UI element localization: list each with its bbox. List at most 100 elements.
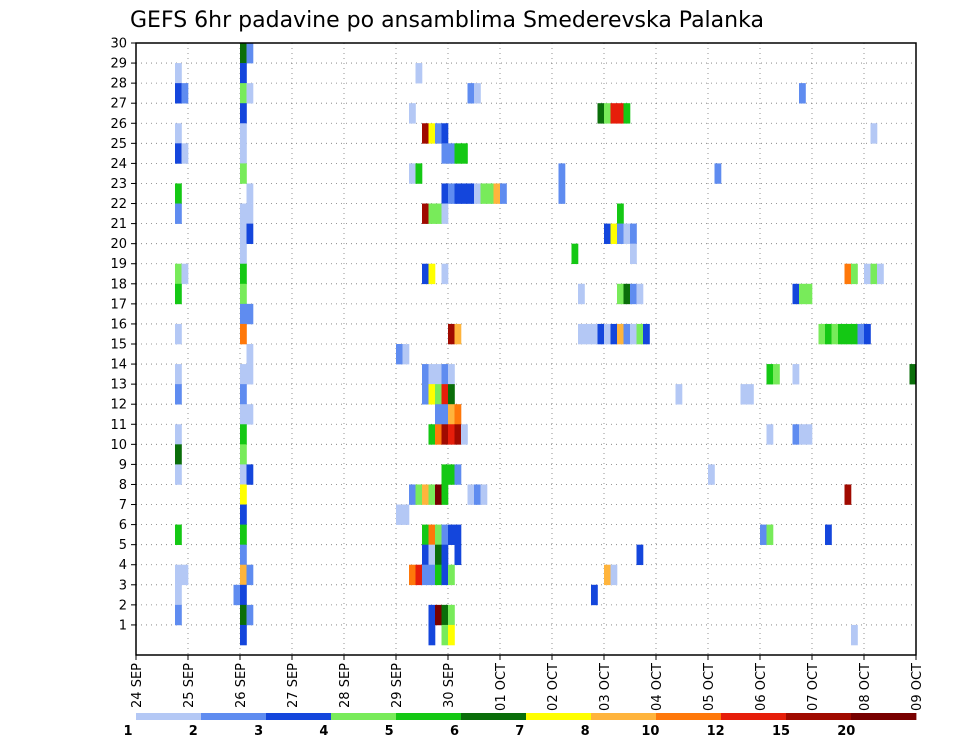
x-tick-label: 02 OCT	[546, 663, 561, 711]
heatmap-cell	[175, 424, 182, 445]
heatmap-cell	[441, 604, 449, 626]
heatmap-cell	[643, 323, 650, 345]
heatmap-cell	[558, 183, 566, 204]
x-tick-label: 24 SEP	[130, 663, 145, 708]
heatmap-cell	[448, 384, 455, 405]
heatmap-cell	[409, 103, 416, 124]
heatmap-cell	[851, 263, 858, 285]
legend-label: 8	[581, 724, 590, 739]
y-tick-label: 19	[110, 257, 127, 272]
heatmap-cell	[474, 183, 481, 204]
heatmap-cell	[240, 103, 247, 124]
heatmap-cell	[448, 624, 455, 646]
heatmap-cell	[441, 123, 449, 144]
heatmap-cell	[246, 43, 254, 64]
heatmap-cell	[610, 564, 618, 586]
heatmap-cell	[454, 464, 462, 485]
heatmap-cell	[578, 323, 585, 345]
heatmap-cell	[474, 484, 481, 505]
heatmap-cell	[870, 123, 878, 144]
heatmap-cell	[578, 283, 585, 305]
x-tick-label: 01 OCT	[494, 663, 509, 711]
heatmap-cell	[448, 524, 455, 545]
heatmap-cell	[428, 484, 436, 505]
legend-color-swatch	[851, 713, 917, 720]
y-tick-label: 17	[110, 297, 127, 312]
heatmap-cell	[415, 564, 423, 586]
heatmap-cell	[461, 143, 468, 164]
y-tick-label: 4	[119, 558, 127, 573]
heatmap-cell	[604, 103, 611, 124]
heatmap-cell	[630, 323, 637, 345]
x-tick-label: 09 OCT	[910, 663, 925, 711]
legend-label: 20	[837, 724, 855, 739]
heatmap-cell	[435, 544, 442, 566]
x-axis: 24 SEP 25 SEP 26 SEP 27 SEP 28 SEP 29 SEP 30 S…	[130, 655, 925, 711]
y-tick-label: 2	[119, 598, 127, 613]
heatmap-cell	[571, 243, 579, 265]
heatmap-cell	[175, 63, 182, 84]
heatmap-cell	[467, 484, 475, 505]
heatmap-cell	[844, 323, 852, 345]
heatmap-cell	[428, 263, 436, 285]
heatmap-cell	[493, 183, 501, 204]
heatmap-cell	[240, 83, 247, 104]
heatmap-cell	[448, 604, 455, 626]
legend-color-swatch	[591, 713, 657, 720]
heatmap-cell	[181, 564, 189, 586]
y-tick-label: 18	[110, 277, 127, 292]
heatmap-cell	[175, 464, 182, 485]
heatmap-cell	[233, 584, 241, 606]
heatmap-cell	[435, 484, 442, 505]
x-tick-label: 29 SEP	[390, 663, 405, 708]
heatmap-cell	[441, 143, 449, 164]
x-tick-label: 26 SEP	[234, 663, 249, 708]
heatmap-cell	[630, 223, 637, 244]
y-tick-label: 16	[110, 317, 127, 332]
heatmap-cell	[441, 203, 449, 224]
heatmap-cell	[825, 323, 832, 345]
heatmap-cell	[409, 484, 416, 505]
heatmap-cell	[448, 183, 455, 204]
y-tick-label: 6	[119, 518, 127, 533]
heatmap-cell	[240, 604, 247, 626]
heatmap-cell	[435, 424, 442, 445]
legend-label: 2	[189, 724, 198, 739]
heatmap-cell	[435, 524, 442, 545]
heatmap-cell	[467, 183, 475, 204]
heatmap-cell	[623, 223, 631, 244]
x-tick-label: 06 OCT	[754, 663, 769, 711]
y-axis: 1234567891011121314151617181920212223242…	[110, 37, 136, 633]
heatmap-cell	[246, 604, 254, 626]
heatmap-cell	[240, 364, 247, 385]
heatmap-cell	[422, 263, 429, 285]
x-tick-label: 07 OCT	[806, 663, 821, 711]
heatmap-cell	[409, 163, 416, 184]
heatmap-cell	[708, 464, 715, 485]
heatmap-cell	[441, 464, 449, 485]
heatmap-cell	[760, 524, 767, 545]
heatmap-cell	[441, 524, 449, 545]
heatmap-cell	[246, 203, 254, 224]
heatmap-cell	[240, 524, 247, 545]
legend-label: 4	[319, 724, 328, 739]
legend-color-swatch	[721, 713, 787, 720]
heatmap-cell	[428, 424, 436, 445]
heatmap-cell	[500, 183, 507, 204]
heatmap-cell	[240, 504, 247, 525]
heatmap-cell	[181, 83, 189, 104]
heatmap-cell	[246, 404, 254, 425]
heatmap-cell	[175, 123, 182, 144]
heatmap-cell	[246, 223, 254, 244]
x-tick-label: 04 OCT	[650, 663, 665, 711]
heatmap-cell	[246, 344, 254, 365]
heatmap-cell	[877, 263, 884, 285]
heatmap-cell	[831, 323, 839, 345]
heatmap-cell	[799, 83, 806, 104]
heatmap-cell	[415, 163, 423, 184]
y-tick-label: 13	[110, 378, 127, 393]
heatmap-cell	[428, 203, 436, 224]
heatmap-cell	[448, 143, 455, 164]
y-tick-label: 12	[110, 398, 127, 413]
y-tick-label: 20	[110, 237, 127, 252]
